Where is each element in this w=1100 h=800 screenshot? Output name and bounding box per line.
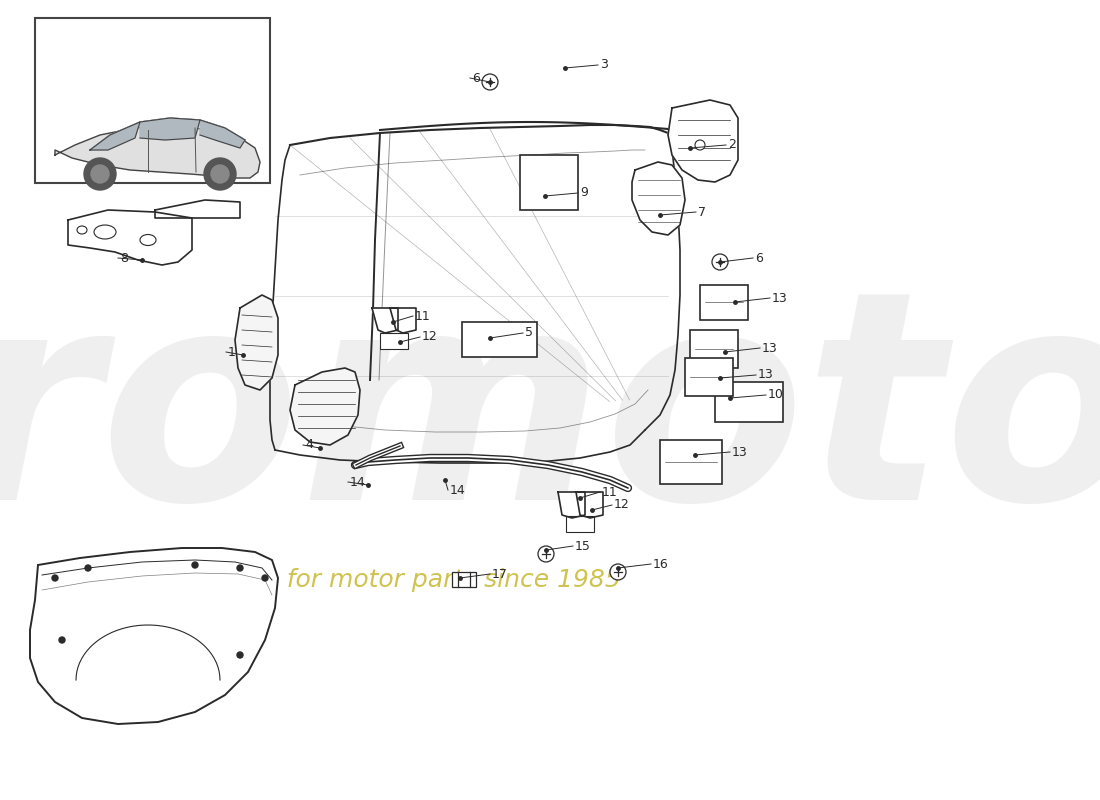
Text: 13: 13 <box>772 291 788 305</box>
Circle shape <box>695 140 705 150</box>
Ellipse shape <box>77 226 87 234</box>
Polygon shape <box>155 200 240 218</box>
Circle shape <box>85 565 91 571</box>
Text: 14: 14 <box>350 475 365 489</box>
Bar <box>715 382 783 422</box>
Circle shape <box>712 254 728 270</box>
Text: 8: 8 <box>120 251 128 265</box>
Polygon shape <box>668 100 738 182</box>
Text: 9: 9 <box>580 186 587 199</box>
Bar <box>452 572 476 587</box>
Circle shape <box>236 652 243 658</box>
Polygon shape <box>140 118 200 140</box>
Polygon shape <box>390 308 416 333</box>
Text: 15: 15 <box>575 539 591 553</box>
Bar <box>690 330 738 368</box>
Circle shape <box>192 562 198 568</box>
Circle shape <box>91 165 109 183</box>
Polygon shape <box>30 548 278 724</box>
Polygon shape <box>290 368 360 445</box>
Text: 7: 7 <box>698 206 706 218</box>
Circle shape <box>610 564 626 580</box>
Text: 10: 10 <box>768 389 784 402</box>
Bar <box>35 18 270 183</box>
Circle shape <box>262 575 268 581</box>
Circle shape <box>59 637 65 643</box>
Text: 14: 14 <box>450 483 465 497</box>
Polygon shape <box>372 308 398 333</box>
Circle shape <box>538 546 554 562</box>
Text: 5: 5 <box>525 326 533 339</box>
Bar <box>566 516 594 532</box>
Polygon shape <box>90 122 140 150</box>
Text: 11: 11 <box>415 310 431 322</box>
Text: 6: 6 <box>755 251 763 265</box>
Text: 2: 2 <box>728 138 736 151</box>
Text: 13: 13 <box>762 342 778 354</box>
Bar <box>520 155 578 210</box>
Polygon shape <box>558 492 585 518</box>
Text: euromotor: euromotor <box>0 278 1100 562</box>
Circle shape <box>482 74 498 90</box>
Polygon shape <box>200 120 245 148</box>
Text: 13: 13 <box>732 446 748 458</box>
Ellipse shape <box>94 225 115 239</box>
Text: 12: 12 <box>422 330 438 343</box>
Text: 1: 1 <box>228 346 235 358</box>
Text: 4: 4 <box>305 438 312 451</box>
Text: 6: 6 <box>472 71 480 85</box>
Circle shape <box>84 158 116 190</box>
Text: 12: 12 <box>614 498 629 511</box>
Text: 16: 16 <box>653 558 669 570</box>
Circle shape <box>236 565 243 571</box>
Polygon shape <box>55 125 260 178</box>
Text: 17: 17 <box>492 567 508 581</box>
Text: 13: 13 <box>758 369 773 382</box>
Polygon shape <box>576 492 603 518</box>
Polygon shape <box>235 295 278 390</box>
Circle shape <box>52 575 58 581</box>
Bar <box>685 358 733 396</box>
Circle shape <box>204 158 236 190</box>
Polygon shape <box>68 210 192 265</box>
Text: 3: 3 <box>600 58 608 71</box>
Text: 11: 11 <box>602 486 618 498</box>
Polygon shape <box>632 162 685 235</box>
Text: a passion for motor parts since 1985: a passion for motor parts since 1985 <box>160 568 620 592</box>
Bar <box>379 333 408 349</box>
Circle shape <box>211 165 229 183</box>
Bar <box>700 285 748 320</box>
Bar <box>660 440 722 484</box>
Ellipse shape <box>140 234 156 246</box>
Bar <box>462 322 537 357</box>
